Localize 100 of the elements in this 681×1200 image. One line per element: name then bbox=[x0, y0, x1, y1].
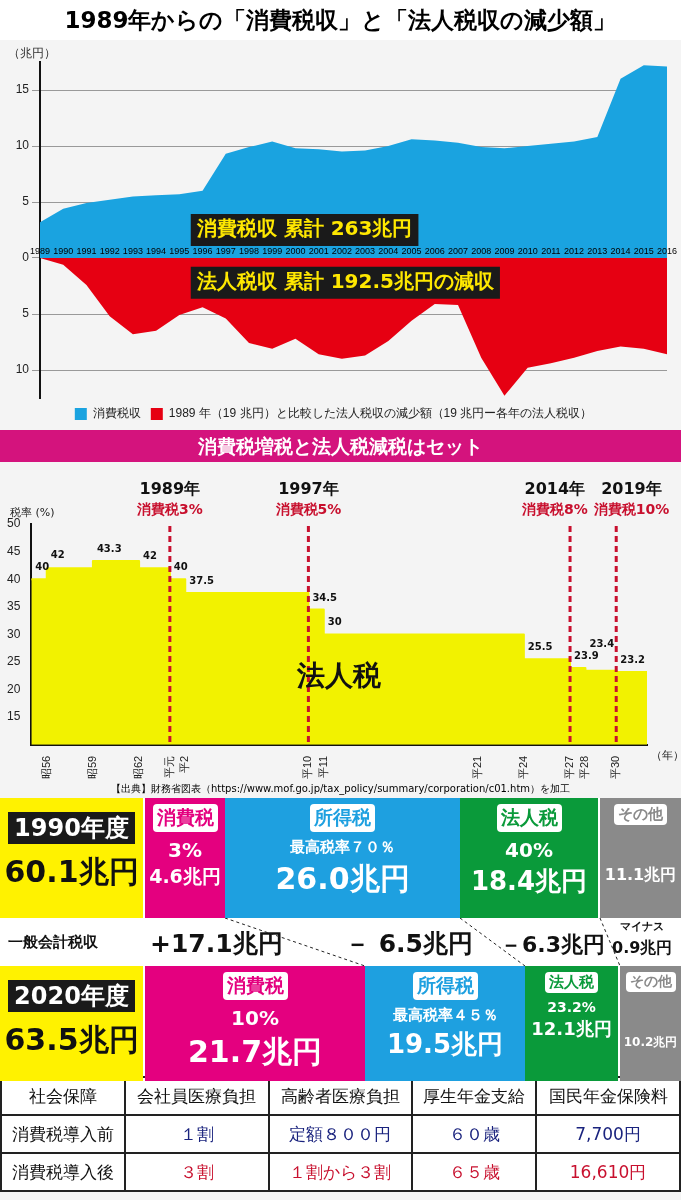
text: 43.3 bbox=[96, 542, 122, 554]
text: 4.6兆円 bbox=[148, 864, 222, 889]
x-tick-label: 1990 bbox=[53, 245, 74, 256]
y-tick-label: 30 bbox=[6, 626, 21, 641]
text: － 6.5兆円 bbox=[345, 928, 473, 960]
text: 12.1兆円 bbox=[530, 1017, 613, 1041]
annotation: 消費税収 累計 263兆円 bbox=[195, 216, 413, 241]
y-tick-label: 5 bbox=[22, 306, 30, 321]
x-tick-label: 平2 bbox=[178, 755, 191, 773]
text: 消費税 bbox=[222, 972, 288, 1000]
x-tick-label: 平21 bbox=[470, 755, 483, 780]
text: その他 bbox=[625, 972, 676, 992]
text: 定額８００円 bbox=[268, 1115, 413, 1153]
y-tick-label: 45 bbox=[6, 543, 21, 558]
y-tick-label: 15 bbox=[15, 82, 30, 97]
y-axis-title: 税率 (%) bbox=[10, 506, 55, 519]
x-tick-label: 1994 bbox=[146, 245, 167, 256]
text: 23.2 bbox=[620, 653, 645, 665]
x-tick-label: 2001 bbox=[308, 245, 329, 256]
text: １割 bbox=[124, 1115, 269, 1153]
text: 23.9 bbox=[574, 650, 599, 662]
text: 18.4兆円 bbox=[469, 865, 589, 898]
text: ６５歳 bbox=[412, 1153, 537, 1191]
x-tick-label: 平28 bbox=[578, 755, 591, 780]
legend-label: 1989 年（19 兆円）と比較した法人税収の減少額（19 兆円ー各年の法人税収） bbox=[168, 406, 593, 421]
text: 最高税率４５％ bbox=[391, 1006, 499, 1025]
text: 42 bbox=[50, 549, 65, 561]
text: 23.4 bbox=[589, 638, 615, 650]
x-tick-label: 2006 bbox=[424, 245, 445, 256]
x-tick-label: 1993 bbox=[122, 245, 143, 256]
ref-line-label: 2019年消費税10% bbox=[592, 479, 670, 517]
text: 【出典】財務省図表（https://www.mof.go.jp/tax_policy/summary/corporation/c01.htm）を加工 bbox=[109, 782, 572, 797]
ref-line-label: 2014年消費税8% bbox=[520, 479, 588, 517]
text: －6.3兆円 bbox=[500, 931, 605, 959]
x-tick-label: 2003 bbox=[355, 245, 376, 256]
x-tick-label: 1992 bbox=[99, 245, 120, 256]
x-tick-label: 2007 bbox=[447, 245, 469, 256]
x-tick-label: 1997 bbox=[215, 245, 236, 256]
y-tick-label: 0 bbox=[22, 250, 30, 265]
x-tick-label: 平元 bbox=[162, 755, 175, 778]
ref-line-label: 1997年消費税5% bbox=[274, 479, 342, 517]
x-tick-label: 1991 bbox=[76, 245, 97, 256]
text: 40 bbox=[173, 561, 188, 573]
x-tick-label: 昭62 bbox=[132, 755, 145, 780]
ref-line-label: 1989年消費税3% bbox=[135, 479, 203, 517]
x-tick-label: 2013 bbox=[587, 245, 608, 256]
text: ３割 bbox=[124, 1153, 269, 1191]
text: 高齢者医療負担 bbox=[268, 1077, 413, 1115]
x-tick-label: 昭59 bbox=[85, 755, 98, 780]
x-tick-label: 2004 bbox=[378, 245, 399, 256]
y-axis-title: （兆円） bbox=[8, 46, 56, 61]
x-tick-label: 平24 bbox=[516, 755, 529, 780]
x-tick-label: 平10 bbox=[301, 755, 314, 780]
x-tick-label: 2015 bbox=[633, 245, 654, 256]
text: 3% bbox=[167, 838, 203, 862]
text: 10.2兆円 bbox=[622, 1034, 679, 1051]
text: 消費税導入後 bbox=[1, 1153, 125, 1191]
text: 10% bbox=[230, 1006, 280, 1030]
y-tick-label: 10 bbox=[15, 138, 30, 153]
text: 40 bbox=[35, 561, 50, 573]
text: １割から３割 bbox=[268, 1153, 413, 1191]
text: 16,610円 bbox=[536, 1153, 680, 1191]
text: 会社員医療負担 bbox=[124, 1077, 269, 1115]
text: 一般会計税収 bbox=[8, 933, 98, 952]
y-tick-label: 15 bbox=[6, 709, 21, 724]
text: 厚生年金支給 bbox=[412, 1077, 537, 1115]
y-tick-label: 5 bbox=[22, 194, 30, 209]
chart-title: 消費税増税と法人税減税はセット bbox=[0, 430, 681, 462]
y-tick-label: 50 bbox=[6, 516, 21, 531]
text: 30 bbox=[327, 616, 342, 628]
x-tick-label: 1996 bbox=[192, 245, 213, 256]
x-tick-label: 2005 bbox=[401, 245, 422, 256]
text: 11.1兆円 bbox=[603, 865, 678, 886]
y-tick-label: 40 bbox=[6, 571, 21, 586]
x-tick-label: 1995 bbox=[169, 245, 190, 256]
x-tick-label: 平27 bbox=[563, 755, 576, 780]
x-tick-label: 2009 bbox=[494, 245, 515, 256]
y-tick-label: 35 bbox=[6, 599, 21, 614]
text: ６０歳 bbox=[412, 1115, 537, 1153]
annotation: 法人税収 累計 192.5兆円の減収 bbox=[195, 268, 495, 293]
text: 25.5 bbox=[527, 641, 553, 653]
text: その他 bbox=[614, 804, 667, 825]
text: 19.5兆円 bbox=[385, 1028, 505, 1061]
text: 消費税導入前 bbox=[1, 1115, 125, 1153]
text: 23.2% bbox=[546, 999, 597, 1015]
text: 所得税 bbox=[310, 804, 375, 832]
text: +17.1兆円 bbox=[150, 928, 283, 960]
text: 0.9兆円 bbox=[612, 938, 673, 959]
y-tick-label: 10 bbox=[15, 362, 30, 377]
text: 2020年度 bbox=[8, 980, 135, 1012]
text: マイナス bbox=[620, 919, 664, 934]
x-tick-label: 平30 bbox=[609, 755, 622, 780]
text: 34.5 bbox=[312, 591, 338, 603]
y-tick-label: 25 bbox=[6, 654, 21, 669]
text: 消費税 bbox=[152, 804, 218, 832]
text: 60.1兆円 bbox=[3, 853, 140, 891]
text: 法人税 bbox=[496, 804, 562, 832]
text: 1990年度 bbox=[8, 812, 135, 844]
chart-title: 1989年からの「消費税収」と「法人税収の減少額」 bbox=[0, 0, 681, 40]
text: 63.5兆円 bbox=[3, 1021, 140, 1059]
